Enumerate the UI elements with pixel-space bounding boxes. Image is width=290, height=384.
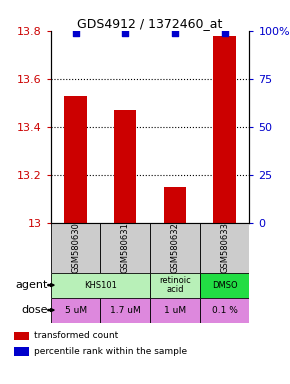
- Bar: [100, 298, 150, 323]
- Bar: [51, 223, 100, 273]
- Bar: [64, 96, 87, 223]
- Point: [73, 30, 78, 36]
- Bar: [150, 223, 200, 273]
- Text: GSM580631: GSM580631: [121, 222, 130, 273]
- Bar: [200, 298, 249, 323]
- Text: 5 uM: 5 uM: [64, 306, 87, 314]
- Bar: [100, 223, 150, 273]
- Text: 1 uM: 1 uM: [164, 306, 186, 314]
- Text: GSM580633: GSM580633: [220, 222, 229, 273]
- Bar: [213, 36, 236, 223]
- Text: dose: dose: [21, 305, 48, 315]
- Bar: [51, 298, 100, 323]
- Point: [123, 30, 128, 36]
- Text: GSM580632: GSM580632: [171, 222, 180, 273]
- Bar: [14, 347, 30, 356]
- Bar: [114, 110, 136, 223]
- Point: [173, 30, 177, 36]
- Bar: [14, 332, 30, 340]
- Bar: [164, 187, 186, 223]
- Text: retinoic
acid: retinoic acid: [159, 276, 191, 295]
- Text: transformed count: transformed count: [34, 331, 118, 341]
- Text: KHS101: KHS101: [84, 281, 117, 290]
- Text: DMSO: DMSO: [212, 281, 238, 290]
- Bar: [200, 223, 249, 273]
- Text: 0.1 %: 0.1 %: [212, 306, 238, 314]
- Point: [222, 30, 227, 36]
- Text: agent: agent: [15, 280, 48, 290]
- Bar: [150, 298, 200, 323]
- Bar: [150, 273, 200, 298]
- Title: GDS4912 / 1372460_at: GDS4912 / 1372460_at: [77, 17, 223, 30]
- Text: percentile rank within the sample: percentile rank within the sample: [34, 347, 187, 356]
- Text: 1.7 uM: 1.7 uM: [110, 306, 141, 314]
- Bar: [51, 273, 150, 298]
- Bar: [200, 273, 249, 298]
- Text: GSM580630: GSM580630: [71, 222, 80, 273]
